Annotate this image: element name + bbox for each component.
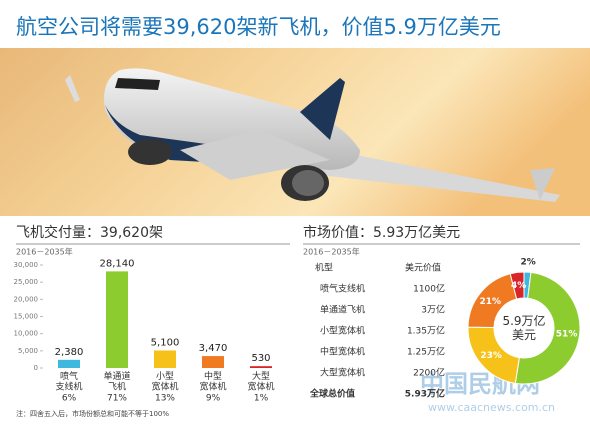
bar-chart: 飞机交付量：39,620架 2016－2035年 注：四舍五入后，市场份额总和可…	[16, 224, 290, 418]
center-label: 5.9万亿美元	[502, 313, 545, 342]
table-cell: 1100亿	[413, 283, 445, 295]
category-label: 小型宽体机	[151, 371, 178, 392]
category-label: 单通道飞机	[103, 370, 130, 392]
y-tick-label: 10,000	[14, 330, 39, 338]
category-label: 中型宽体机	[199, 370, 226, 392]
watermark-url: www.caacnews.com.cn	[428, 401, 555, 414]
slice-label: 2%	[520, 258, 535, 268]
share-label: 71%	[107, 394, 127, 404]
y-tick-label: 15,000	[14, 313, 39, 321]
donut-chart-title: 市场价值：5.93万亿美元	[303, 224, 460, 241]
footnote: 注：四舍五入后，市场份额总和可能不等于100%	[16, 409, 169, 418]
slice-label: 21%	[479, 297, 501, 307]
bar	[58, 359, 80, 368]
share-label: 13%	[155, 394, 175, 404]
table-cell: 小型宽体机	[320, 325, 365, 337]
value-label: 3,470	[199, 343, 228, 354]
slice-label: 23%	[480, 351, 502, 361]
table-total: 5.93万亿	[405, 388, 445, 400]
page-title: 航空公司将需要39,620架新飞机，价值5.9万亿美元	[16, 15, 501, 39]
bar-chart-subtitle: 2016－2035年	[16, 247, 73, 257]
bar	[106, 271, 128, 368]
table-cell: 1.25万亿	[407, 346, 445, 358]
hero-photo	[0, 48, 590, 216]
y-tick-label: 30,000	[14, 261, 39, 269]
value-label: 28,140	[100, 258, 135, 269]
y-tick-label: 0	[34, 364, 38, 372]
value-label: 530	[251, 353, 270, 364]
table-cell: 3万亿	[421, 304, 445, 316]
table-total: 全球总价值	[309, 388, 355, 400]
donut-chart-subtitle: 2016－2035年	[303, 247, 360, 257]
table-header: 美元价值	[405, 262, 441, 274]
table-cell: 单通道飞机	[320, 304, 365, 316]
table-header: 机型	[315, 262, 333, 274]
bar	[250, 366, 272, 368]
slice-label: 4%	[511, 281, 526, 291]
category-label: 大型宽体机	[247, 370, 274, 392]
value-label: 5,100	[151, 337, 180, 348]
table-cell: 大型宽体机	[320, 367, 365, 379]
donut-chart: 市场价值：5.93万亿美元 2016－2035年	[303, 224, 580, 257]
bar	[202, 356, 224, 368]
table-cell: 1.35万亿	[407, 325, 445, 337]
value-label: 2,380	[55, 347, 84, 358]
y-tick-label: 5,000	[18, 347, 38, 355]
table-cell: 2200亿	[413, 367, 445, 379]
table-cell: 中型宽体机	[320, 346, 365, 358]
slice-label: 51%	[556, 329, 578, 339]
table-cell: 喷气支线机	[320, 283, 365, 295]
donut-hole	[494, 298, 554, 358]
y-tick-label: 25,000	[14, 278, 39, 286]
share-label: 9%	[206, 394, 221, 404]
y-tick-label: 20,000	[14, 295, 39, 303]
share-label: 6%	[62, 394, 77, 404]
category-label: 喷气支线机	[55, 370, 82, 392]
bar-chart-title: 飞机交付量：39,620架	[16, 224, 163, 241]
share-label: 1%	[254, 394, 269, 404]
bar	[154, 350, 176, 368]
